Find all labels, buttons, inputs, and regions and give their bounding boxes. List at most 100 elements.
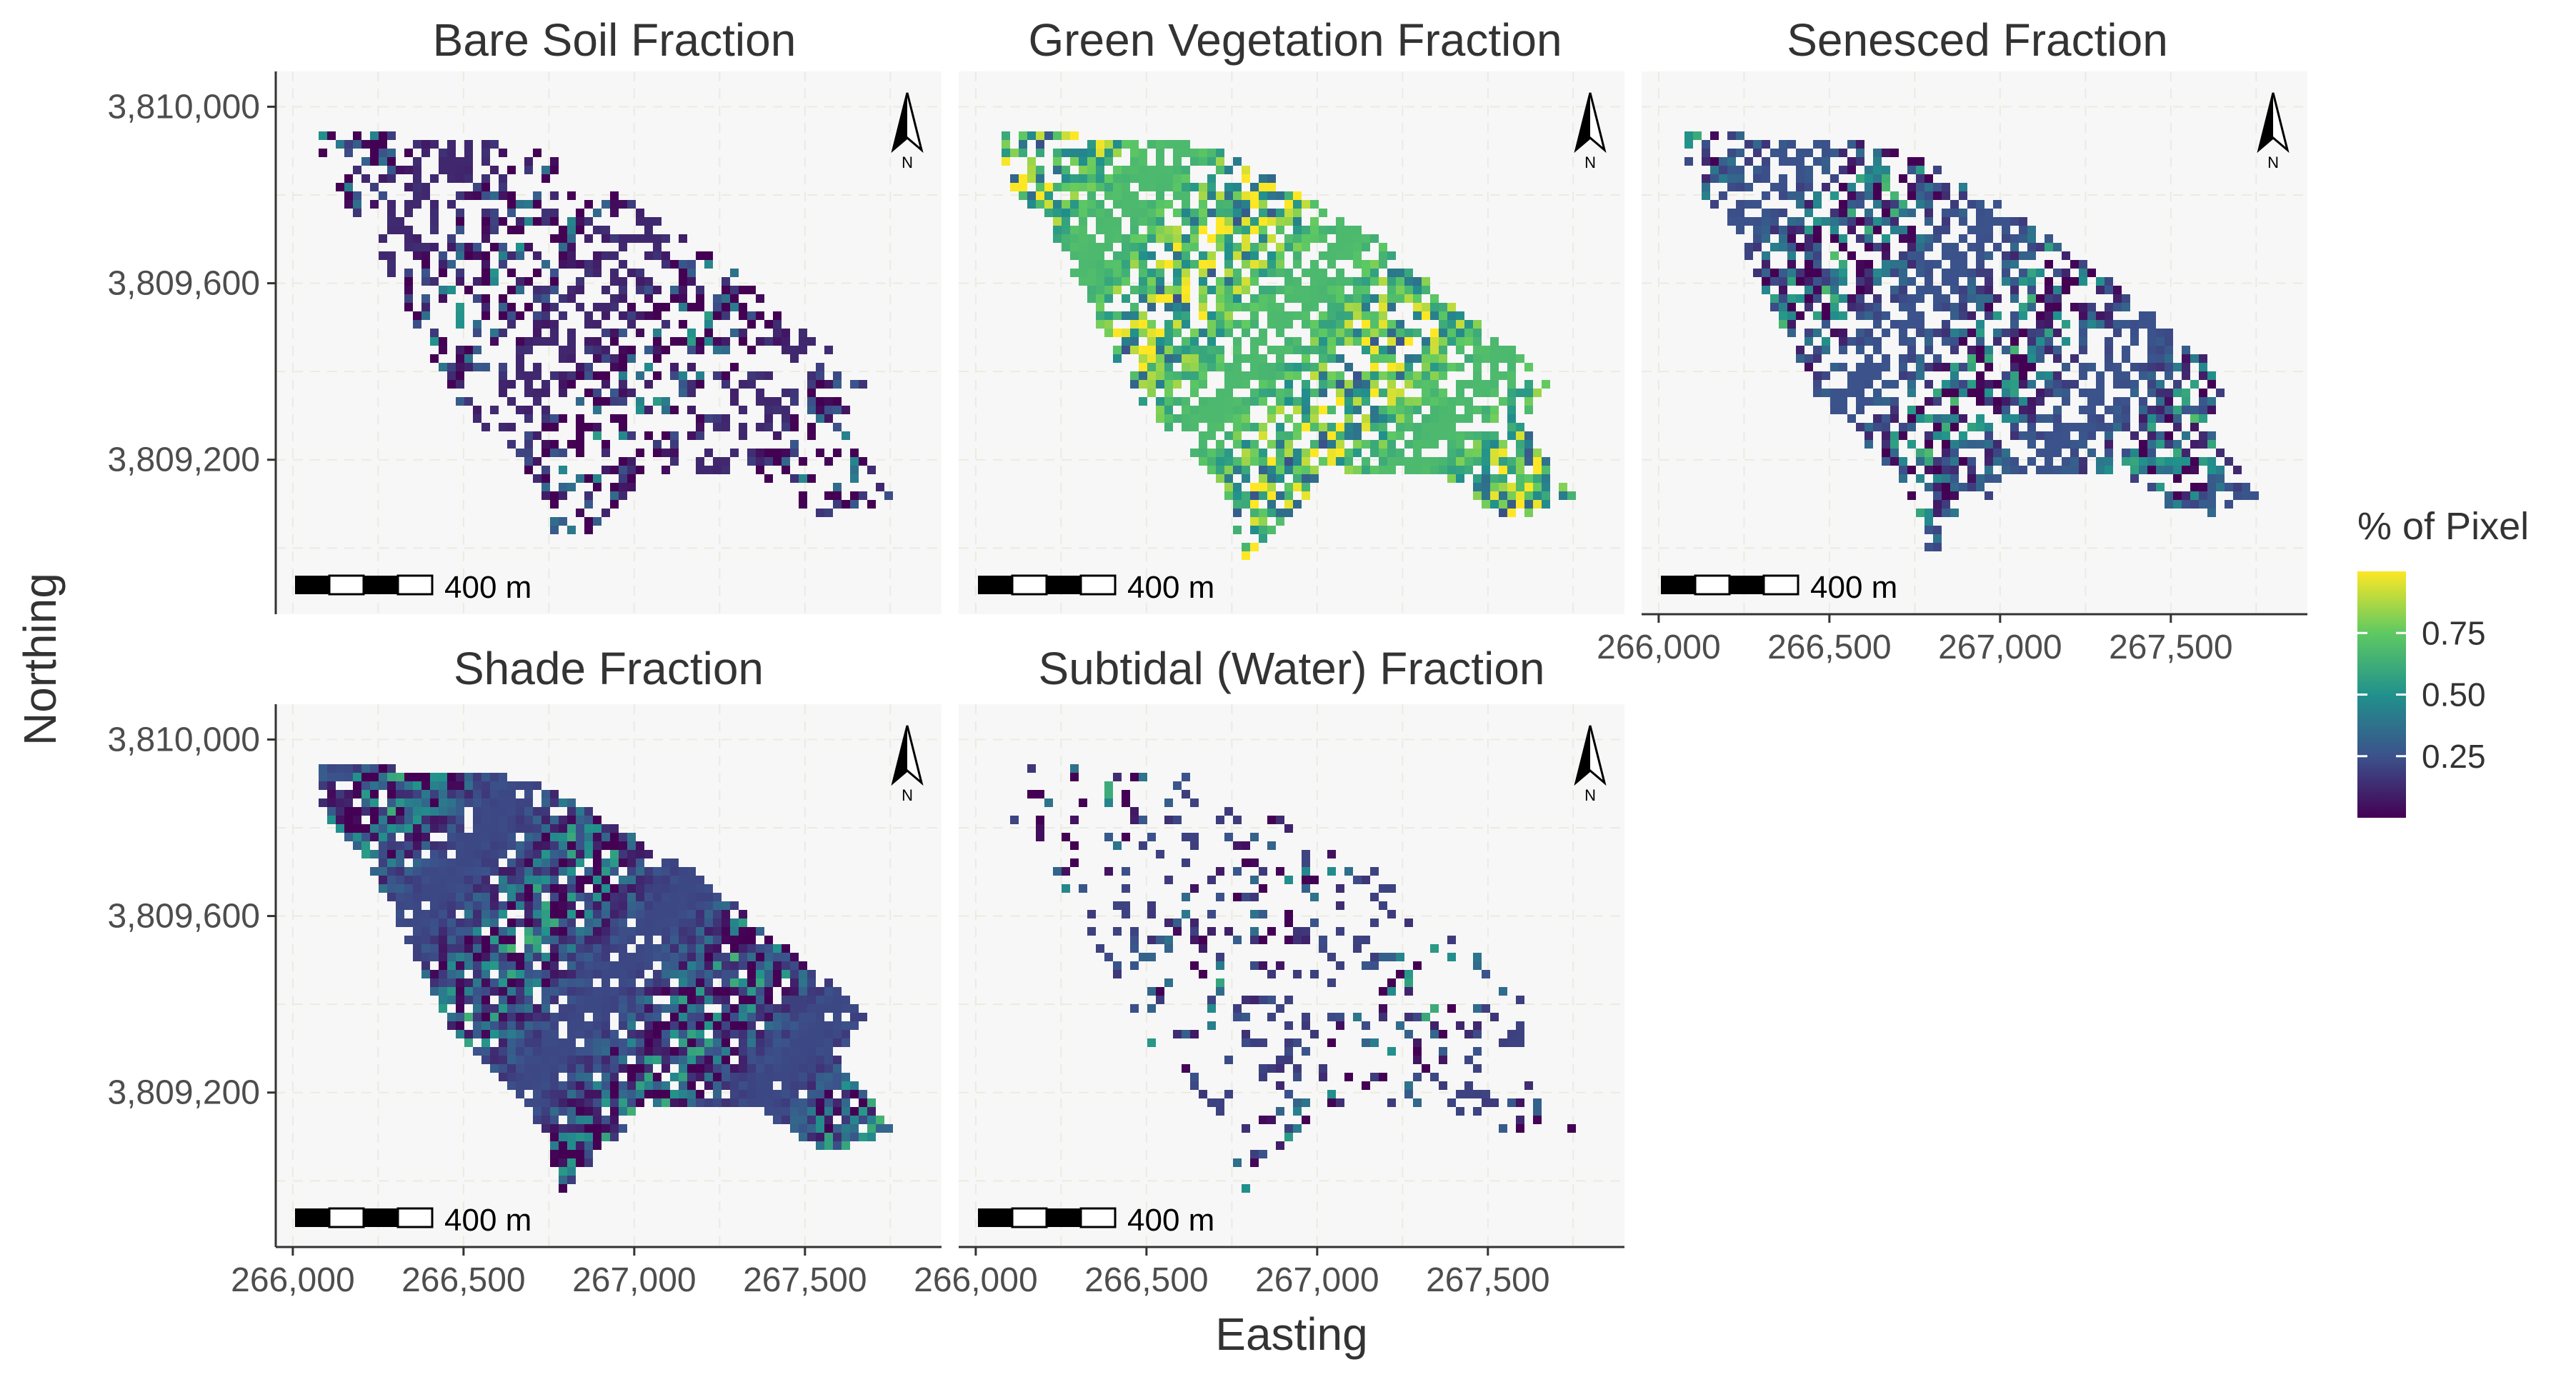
raster-cell — [593, 858, 601, 867]
raster-cell — [1199, 200, 1207, 209]
raster-cell — [387, 841, 396, 850]
raster-cell — [1379, 953, 1387, 961]
raster-cell — [2036, 311, 2045, 320]
raster-cell — [1113, 901, 1122, 910]
raster-cell — [722, 286, 730, 294]
raster-cell — [1396, 457, 1404, 466]
raster-cell — [833, 371, 842, 380]
raster-cell — [1933, 191, 1942, 200]
raster-cell — [1233, 867, 1242, 876]
raster-cell — [1139, 371, 1147, 380]
raster-cell — [696, 978, 704, 987]
raster-cell — [481, 876, 490, 884]
raster-cell — [1242, 243, 1250, 251]
raster-cell — [1830, 303, 1839, 311]
raster-cell — [1267, 500, 1276, 509]
raster-cell — [704, 978, 713, 987]
raster-cell — [610, 1056, 619, 1064]
raster-cell — [396, 918, 404, 927]
raster-cell — [1396, 970, 1404, 978]
raster-cell — [1353, 449, 1362, 457]
raster-cell — [653, 1030, 662, 1038]
raster-cell — [2036, 346, 2045, 354]
raster-cell — [576, 1158, 584, 1167]
raster-cell — [2045, 234, 2053, 243]
raster-cell — [481, 226, 490, 234]
raster-cell — [507, 867, 516, 876]
raster-cell — [1233, 354, 1242, 363]
raster-cell — [1762, 140, 1770, 149]
raster-cell — [782, 389, 790, 397]
raster-cell — [1276, 397, 1284, 406]
raster-cell — [1753, 217, 1762, 226]
raster-cell — [584, 970, 593, 978]
raster-cell — [1473, 1021, 1482, 1030]
raster-cell — [1976, 380, 1985, 389]
raster-cell — [653, 1098, 662, 1107]
raster-cell — [319, 798, 327, 807]
raster-cell — [1387, 466, 1396, 474]
raster-cell — [1456, 414, 1464, 423]
raster-cell — [2139, 397, 2147, 406]
raster-cell — [782, 1064, 790, 1073]
raster-cell — [1327, 953, 1336, 961]
raster-cell — [413, 876, 421, 884]
raster-cell — [473, 183, 481, 191]
raster-cell — [730, 269, 739, 277]
raster-cell — [670, 893, 679, 901]
raster-cell — [499, 781, 507, 790]
raster-cell — [2130, 449, 2139, 457]
raster-cell — [1864, 329, 1873, 337]
raster-cell — [456, 858, 464, 867]
raster-cell — [2190, 440, 2199, 449]
raster-cell — [730, 927, 739, 936]
raster-cell — [1847, 183, 1856, 191]
raster-cell — [764, 1081, 773, 1090]
raster-cell — [516, 1021, 524, 1030]
raster-cell — [2199, 500, 2207, 509]
raster-cell — [1190, 380, 1199, 389]
raster-cell — [1353, 466, 1362, 474]
raster-cell — [2027, 406, 2036, 414]
raster-cell — [1507, 466, 1516, 474]
raster-cell — [739, 380, 747, 389]
raster-cell — [601, 1030, 610, 1038]
raster-cell — [370, 200, 379, 209]
raster-cell — [1762, 260, 1770, 269]
raster-cell — [1353, 371, 1362, 380]
raster-cell — [1473, 483, 1482, 491]
raster-cell — [2062, 380, 2070, 389]
raster-cell — [481, 217, 490, 226]
raster-cell — [1344, 243, 1353, 251]
raster-cell — [2122, 294, 2130, 303]
raster-cell — [790, 978, 799, 987]
raster-cell — [790, 1004, 799, 1013]
raster-cell — [2045, 260, 2053, 269]
raster-cell — [833, 1124, 842, 1133]
raster-cell — [1387, 251, 1396, 260]
raster-cell — [447, 858, 456, 867]
raster-cell — [490, 816, 499, 824]
raster-cell — [1753, 174, 1762, 183]
raster-cell — [1873, 226, 1882, 234]
raster-cell — [2113, 397, 2122, 406]
raster-cell — [464, 251, 473, 260]
raster-cell — [1985, 209, 1993, 217]
raster-cell — [1113, 961, 1122, 970]
raster-cell — [1319, 380, 1327, 389]
raster-cell — [2122, 406, 2130, 414]
raster-cell — [1822, 277, 1830, 286]
raster-cell — [490, 858, 499, 867]
raster-cell — [1976, 320, 1985, 329]
raster-cell — [1985, 363, 1993, 371]
raster-cell — [524, 936, 533, 944]
raster-cell — [1156, 166, 1164, 174]
raster-cell — [361, 790, 370, 798]
raster-cell — [1336, 286, 1344, 294]
raster-cell — [1302, 200, 1310, 209]
raster-cell — [1130, 191, 1139, 200]
raster-cell — [567, 1038, 576, 1047]
raster-cell — [1796, 346, 1804, 354]
raster-cell — [1856, 157, 1864, 166]
raster-cell — [396, 217, 404, 226]
